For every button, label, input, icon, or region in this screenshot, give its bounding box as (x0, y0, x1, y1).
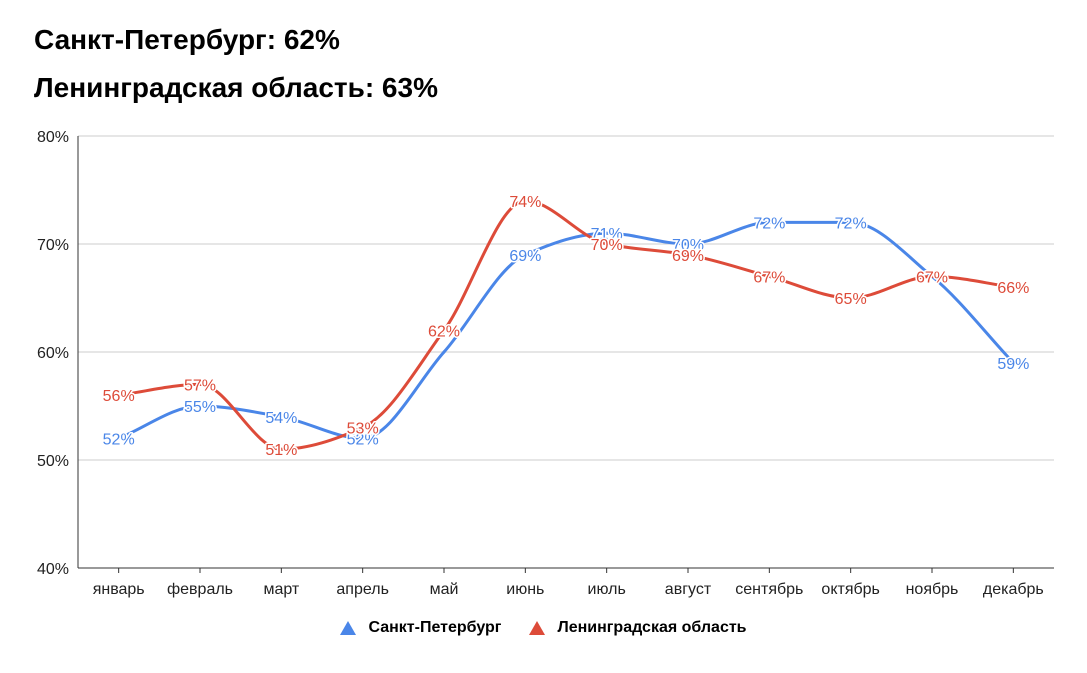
x-tick-label: май (430, 581, 459, 598)
data-point (686, 242, 690, 246)
data-point (849, 296, 853, 300)
y-tick-label: 60% (37, 345, 69, 362)
data-label: 55% (184, 399, 216, 416)
data-point (361, 436, 365, 440)
data-point (442, 328, 446, 332)
x-tick-label: июнь (506, 581, 544, 598)
data-point (930, 274, 934, 278)
legend-item-lo[interactable]: Ленинградская область (529, 619, 747, 637)
triangle-icon (529, 621, 546, 635)
data-label: 59% (997, 356, 1029, 373)
y-tick-label: 40% (37, 561, 69, 578)
data-label: 71% (591, 226, 623, 243)
x-tick-label: сентябрь (735, 581, 803, 598)
data-label: 65% (835, 291, 867, 308)
legend-label-spb: Санкт-Петербург (368, 619, 502, 636)
x-tick-label: январь (93, 581, 145, 598)
data-label: 51% (265, 442, 297, 459)
data-point (523, 253, 527, 257)
grid-layer (78, 135, 1054, 461)
data-label: 56% (103, 388, 135, 405)
x-tick-label: апрель (336, 581, 389, 598)
data-label: 69% (509, 248, 541, 265)
x-tick-label: декабрь (983, 581, 1044, 598)
data-label: 54% (265, 410, 297, 427)
data-point (767, 220, 771, 224)
data-label: 62% (428, 323, 460, 340)
x-tick-label: июль (588, 581, 626, 598)
headline-spb: Санкт-Петербург: 62% (34, 24, 340, 55)
data-label: 69% (672, 248, 704, 265)
legend: Санкт-Петербург Ленинградская область (0, 619, 1087, 637)
data-point (198, 382, 202, 386)
data-point (1011, 285, 1015, 289)
x-tick-label: август (665, 581, 712, 598)
data-point (279, 447, 283, 451)
data-label: 70% (672, 237, 704, 254)
axis-layer: 80% 70% 60% 50% 40% январь февраль март апрель ма… (37, 129, 1054, 598)
y-tick-label: 80% (37, 129, 69, 146)
data-label: 52% (347, 431, 379, 448)
x-tick-label: октябрь (821, 581, 879, 598)
data-point (361, 426, 365, 430)
data-point (605, 242, 609, 246)
data-point (686, 253, 690, 257)
x-tick-label: ноябрь (906, 581, 959, 598)
data-label: 67% (753, 269, 785, 286)
headline-lo: Ленинградская область: 63% (34, 72, 438, 103)
x-tick-label: февраль (167, 581, 233, 598)
data-point (767, 274, 771, 278)
data-point (198, 404, 202, 408)
data-label: 66% (997, 280, 1029, 297)
data-label: 74% (509, 194, 541, 211)
data-point (442, 350, 446, 354)
data-label: 57% (184, 377, 216, 394)
y-tick-label: 50% (37, 453, 69, 470)
data-point (849, 220, 853, 224)
data-label: 53% (347, 421, 379, 438)
data-label: 72% (835, 215, 867, 232)
data-point (605, 231, 609, 235)
data-label: 67% (916, 269, 948, 286)
legend-item-spb[interactable]: Санкт-Петербург (340, 619, 501, 637)
data-label: 70% (591, 237, 623, 254)
data-point (1011, 361, 1015, 365)
x-tick-label: март (263, 581, 299, 598)
data-point (523, 199, 527, 203)
series-line-0 (117, 220, 1015, 440)
data-point (117, 393, 121, 397)
legend-label-lo: Ленинградская область (557, 619, 747, 636)
label-layer: 52%55%54%52%69%71%70%72% 72%59%56%57%51%5… (101, 192, 1031, 460)
data-label: 72% (753, 215, 785, 232)
data-point (279, 415, 283, 419)
triangle-icon (340, 621, 357, 635)
y-tick-label: 70% (37, 237, 69, 254)
series-layer (117, 199, 1015, 451)
data-point (117, 436, 121, 440)
data-label: 52% (103, 431, 135, 448)
